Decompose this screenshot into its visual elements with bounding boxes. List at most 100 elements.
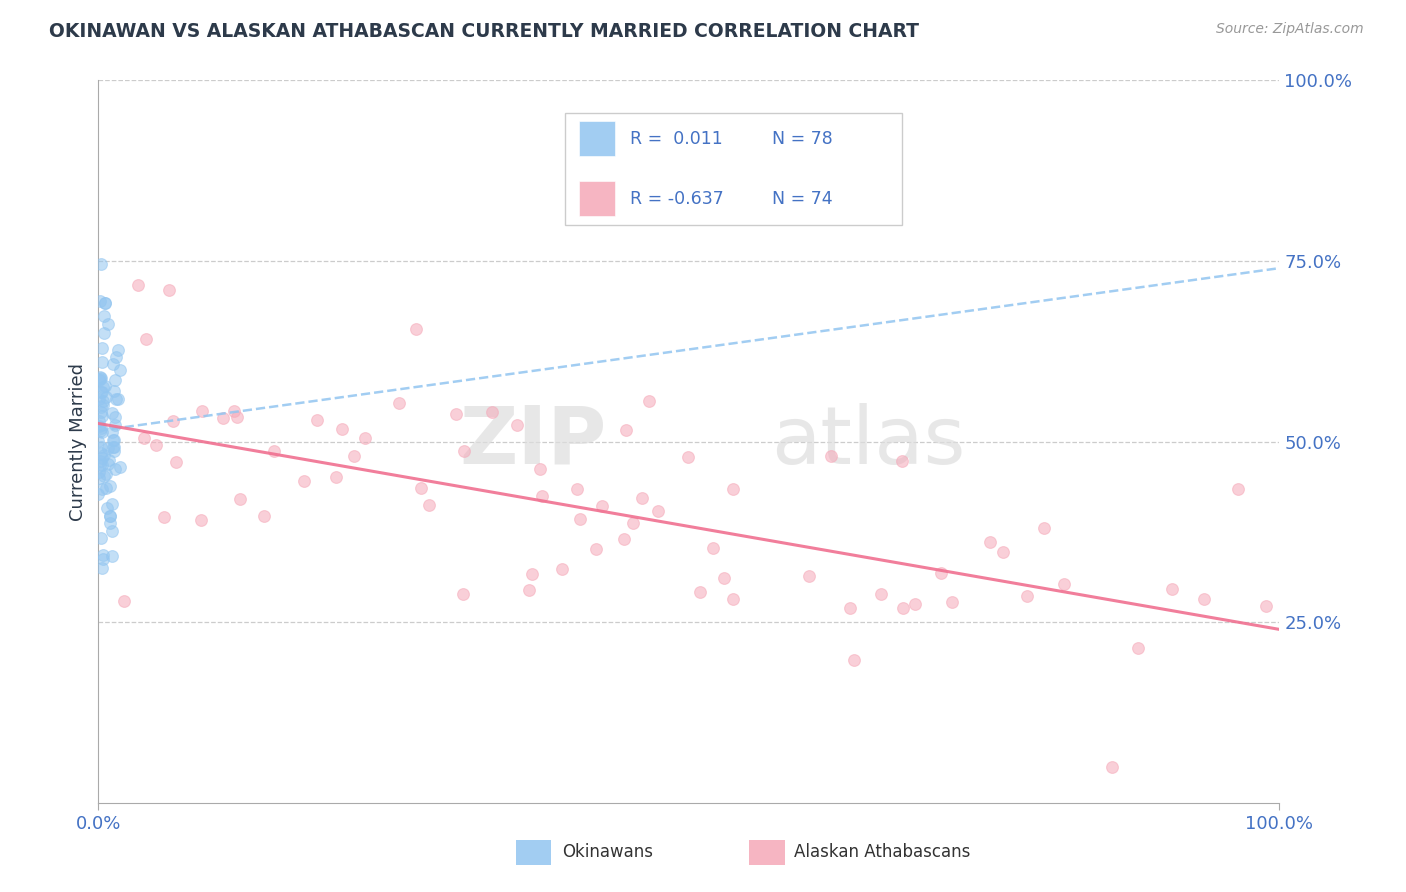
Point: [388, 396, 411, 410]
Point: [904, 597, 927, 611]
Point: [263, 444, 285, 458]
Point: [101, 549, 124, 563]
Text: Okinawans: Okinawans: [562, 843, 654, 861]
Point: [585, 542, 607, 557]
Point: [797, 569, 820, 583]
Point: [101, 406, 124, 420]
Text: R =  0.011: R = 0.011: [630, 130, 723, 148]
Point: [98, 479, 121, 493]
Point: [145, 438, 167, 452]
Point: [91, 549, 114, 563]
Point: [405, 322, 427, 336]
Point: [891, 454, 914, 468]
Point: [569, 512, 592, 526]
Point: [101, 440, 124, 454]
Point: [97, 442, 120, 456]
Point: [89, 414, 111, 428]
Point: [941, 594, 963, 608]
Point: [90, 405, 112, 419]
Point: [520, 566, 543, 581]
Point: [222, 404, 245, 418]
Point: [90, 341, 112, 355]
Point: [91, 384, 114, 399]
Point: [101, 357, 124, 371]
Point: [101, 524, 124, 538]
Point: [87, 373, 110, 387]
Point: [89, 419, 111, 434]
Point: [96, 467, 118, 481]
Point: [891, 601, 914, 615]
Point: [713, 570, 735, 584]
Point: [89, 471, 111, 485]
Point: [98, 516, 121, 531]
Point: [104, 417, 127, 432]
Point: [1101, 760, 1123, 774]
Point: [89, 369, 111, 384]
Point: [418, 498, 440, 512]
Point: [89, 293, 111, 308]
Point: [127, 278, 149, 293]
Point: [91, 355, 114, 369]
Point: [292, 474, 315, 488]
Point: [90, 421, 112, 435]
Point: [162, 414, 184, 428]
Point: [702, 541, 724, 555]
Point: [91, 552, 114, 566]
Point: [325, 469, 347, 483]
Bar: [516, 840, 551, 865]
Point: [212, 411, 235, 425]
Point: [446, 407, 468, 421]
Text: N = 78: N = 78: [772, 130, 832, 148]
Point: [89, 454, 111, 468]
Point: [165, 455, 187, 469]
Point: [107, 392, 129, 407]
Point: [97, 317, 120, 331]
Point: [94, 481, 117, 495]
Point: [517, 582, 540, 597]
Point: [91, 458, 114, 473]
Point: [1015, 589, 1038, 603]
Point: [103, 444, 125, 458]
Point: [132, 431, 155, 445]
Point: [330, 422, 353, 436]
Point: [90, 531, 112, 545]
Point: [87, 392, 110, 406]
Point: [103, 434, 125, 448]
Point: [90, 450, 112, 465]
Text: Source: ZipAtlas.com: Source: ZipAtlas.com: [1216, 22, 1364, 37]
Point: [530, 489, 553, 503]
Point: [721, 482, 744, 496]
Point: [103, 440, 125, 454]
Point: [93, 310, 115, 324]
Point: [529, 461, 551, 475]
Point: [225, 409, 247, 424]
Point: [90, 561, 112, 575]
Text: OKINAWAN VS ALASKAN ATHABASCAN CURRENTLY MARRIED CORRELATION CHART: OKINAWAN VS ALASKAN ATHABASCAN CURRENTLY…: [49, 22, 920, 41]
Text: ZIP: ZIP: [458, 402, 606, 481]
Point: [91, 409, 114, 423]
Point: [678, 450, 700, 464]
Point: [93, 393, 115, 408]
Point: [191, 404, 214, 418]
Point: [93, 326, 115, 340]
Point: [820, 449, 842, 463]
Point: [90, 400, 112, 414]
Point: [101, 425, 124, 439]
Point: [647, 504, 669, 518]
Point: [354, 431, 377, 445]
Point: [637, 393, 659, 408]
Point: [94, 295, 117, 310]
Point: [1033, 520, 1056, 534]
Point: [453, 444, 475, 458]
Point: [108, 460, 131, 475]
Point: [228, 491, 250, 506]
Point: [307, 413, 329, 427]
Text: Alaskan Athabascans: Alaskan Athabascans: [794, 843, 970, 861]
Point: [89, 458, 111, 472]
Point: [689, 585, 711, 599]
Point: [112, 594, 135, 608]
Point: [1227, 482, 1250, 496]
Point: [87, 434, 110, 449]
Point: [723, 591, 745, 606]
Point: [89, 372, 111, 386]
